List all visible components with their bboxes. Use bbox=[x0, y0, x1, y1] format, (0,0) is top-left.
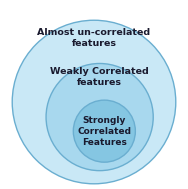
Circle shape bbox=[46, 64, 153, 171]
Circle shape bbox=[12, 20, 176, 184]
Text: Weakly Correlated
features: Weakly Correlated features bbox=[50, 67, 149, 87]
Text: Strongly
Correlated
Features: Strongly Correlated Features bbox=[77, 115, 131, 147]
Text: Almost un-correlated
features: Almost un-correlated features bbox=[37, 28, 151, 48]
Circle shape bbox=[73, 100, 135, 162]
